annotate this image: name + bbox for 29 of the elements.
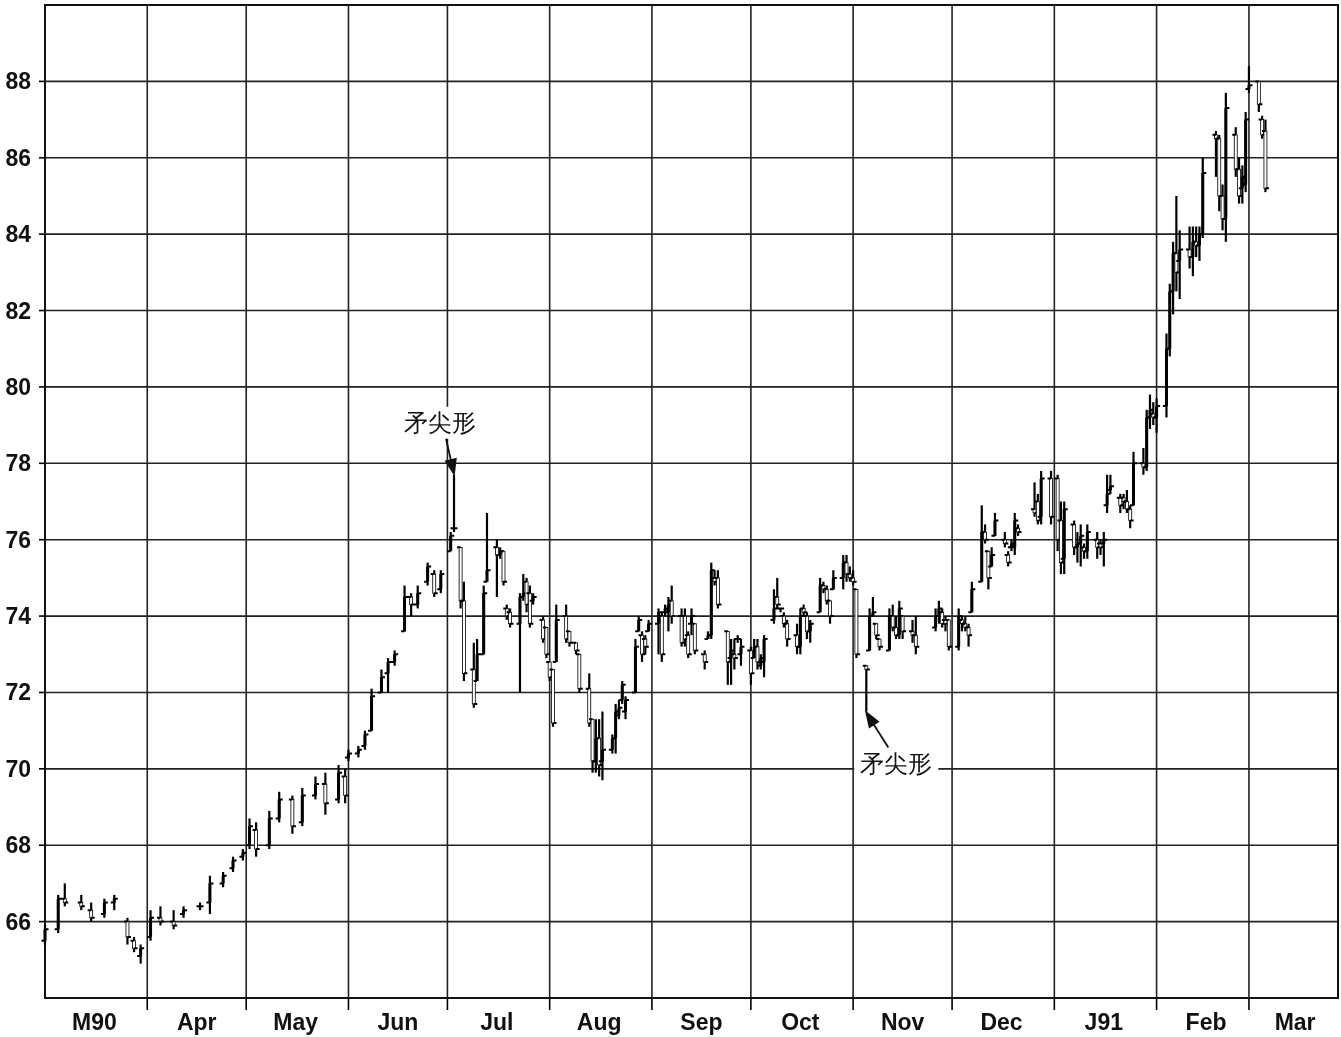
x-tick-label: Apr	[176, 1009, 217, 1035]
annotation: 矛尖形	[404, 408, 477, 437]
annotation: 矛尖形	[854, 711, 939, 780]
y-tick-label: 70	[5, 755, 31, 782]
annotation: 矛尖形	[398, 406, 482, 475]
y-tick-label: 66	[5, 908, 31, 935]
x-tick-label: May	[273, 1009, 319, 1035]
x-tick-label: Nov	[880, 1009, 925, 1035]
y-tick-label: 84	[5, 221, 32, 248]
x-tick-label: Jun	[377, 1009, 419, 1035]
y-tick-label: 80	[5, 373, 31, 400]
x-tick-label: Feb	[1185, 1009, 1227, 1035]
x-tick-label: J91	[1084, 1009, 1124, 1035]
x-tick-label: Mar	[1274, 1009, 1316, 1035]
x-tick-label: M90	[72, 1009, 117, 1035]
y-tick-label: 76	[5, 526, 31, 553]
y-tick-label: 88	[5, 68, 32, 95]
y-tick-label: 82	[5, 297, 31, 324]
y-tick-label: 78	[5, 450, 32, 477]
y-tick-label: 86	[5, 144, 31, 171]
y-tick-label: 74	[5, 603, 32, 630]
x-tick-label: Oct	[781, 1009, 820, 1035]
y-tick-label: 68	[5, 832, 32, 859]
x-tick-label: Dec	[980, 1009, 1023, 1035]
x-tick-label: Sep	[680, 1009, 723, 1035]
x-tick-label: Jul	[480, 1009, 514, 1035]
annotation: 矛尖形	[860, 749, 933, 778]
x-tick-label: Aug	[576, 1009, 622, 1035]
y-tick-label: 72	[5, 679, 31, 706]
